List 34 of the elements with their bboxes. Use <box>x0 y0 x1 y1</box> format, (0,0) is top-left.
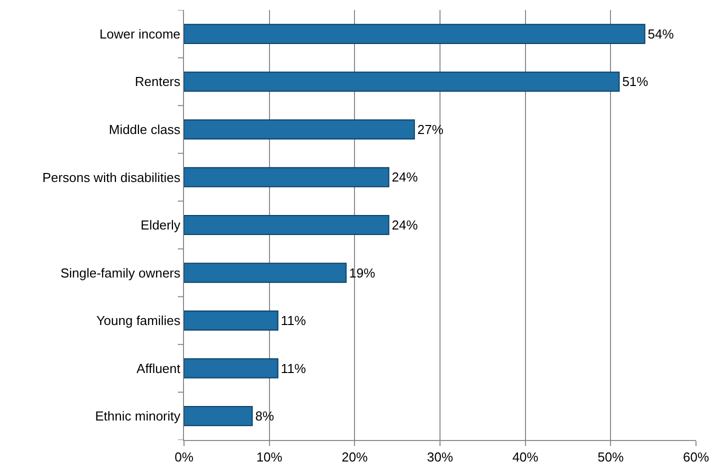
data-label: 11% <box>280 313 306 328</box>
bar <box>184 310 278 331</box>
data-label: 11% <box>280 360 306 376</box>
bar <box>184 214 390 236</box>
y-tick-label: Young families <box>96 313 181 328</box>
y-tick-label: Lower income <box>99 26 180 42</box>
y-tick-label: Ethnic minority <box>95 408 181 424</box>
data-label: 24% <box>392 170 418 185</box>
data-label: 51% <box>622 74 649 90</box>
y-tick-label: Affluent <box>136 360 181 376</box>
bar <box>184 119 415 140</box>
y-tick-label: Single-family owners <box>60 265 181 280</box>
x-tick-label: 30% <box>426 450 454 465</box>
y-tick-label: Persons with disabilities <box>42 170 181 185</box>
y-tick-label: Renters <box>134 74 181 90</box>
x-tick-label: 60% <box>682 450 710 465</box>
bar <box>184 406 253 426</box>
x-tick-label: 50% <box>598 450 624 465</box>
data-label: 54% <box>648 26 674 42</box>
bar <box>184 358 278 378</box>
y-tick-label: Middle class <box>108 122 181 137</box>
y-tick-label: Elderly <box>140 218 181 233</box>
data-label: 27% <box>417 122 444 137</box>
bar <box>184 167 390 188</box>
data-label: 24% <box>392 218 418 232</box>
x-tick-label: 10% <box>256 450 283 465</box>
bar <box>184 72 620 92</box>
bar <box>184 262 347 283</box>
data-label: 19% <box>349 265 376 280</box>
data-label: 8% <box>255 408 274 424</box>
x-tick-label: 40% <box>512 450 539 465</box>
bar <box>184 24 646 44</box>
x-tick-label: 0% <box>174 450 194 465</box>
x-tick-label: 20% <box>342 450 368 465</box>
